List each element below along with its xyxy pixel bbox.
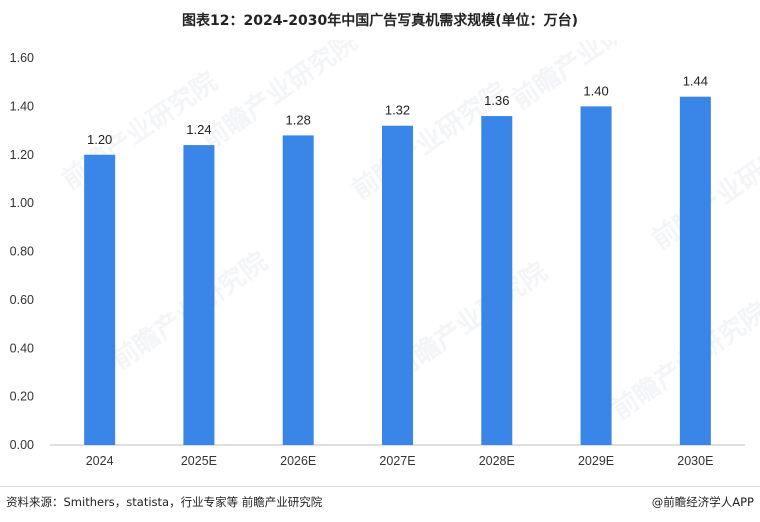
y-tick-label: 1.00 — [10, 196, 34, 210]
watermark-text: 前瞻产业研究院 — [196, 40, 363, 156]
x-tick-label: 2029E — [578, 454, 614, 468]
data-label: 1.36 — [484, 93, 509, 108]
data-label: 1.32 — [385, 103, 410, 118]
x-tick-label: 2027E — [379, 454, 415, 468]
bar-2024 — [84, 154, 116, 445]
bars-layer — [84, 96, 711, 446]
data-label: 1.40 — [583, 83, 608, 98]
footer: 资料来源：Smithers，statista，行业专家等 前瞻产业研究院 @前瞻… — [6, 494, 754, 514]
bar-2029E — [580, 106, 612, 445]
y-tick-label: 1.40 — [10, 99, 34, 113]
x-tick-label: 2024 — [86, 454, 114, 468]
watermark-text: 前瞻产业研究院 — [506, 40, 673, 116]
y-tick-label: 0.60 — [10, 293, 34, 307]
footer-divider — [0, 486, 760, 487]
data-label: 1.24 — [186, 122, 211, 137]
x-tick-label: 2026E — [280, 454, 316, 468]
y-tick-label: 1.20 — [10, 148, 34, 162]
y-tick-label: 0.40 — [10, 341, 34, 355]
bar-chart: 前瞻产业研究院前瞻产业研究院前瞻产业研究院前瞻产业研究院前瞻产业研究院前瞻产业研… — [10, 40, 760, 468]
source-note: 资料来源：Smithers，statista，行业专家等 前瞻产业研究院 — [6, 495, 323, 509]
y-tick-label: 1.60 — [10, 51, 34, 65]
data-label: 1.44 — [683, 74, 708, 89]
y-tick-label: 0.00 — [10, 438, 34, 452]
x-tick-label: 2025E — [181, 454, 217, 468]
x-tick-label: 2028E — [479, 454, 515, 468]
y-tick-label: 0.20 — [10, 390, 34, 404]
y-tick-label: 0.80 — [10, 245, 34, 259]
bar-2028E — [481, 116, 513, 446]
bar-2027E — [382, 125, 413, 445]
x-tick-label: 2030E — [677, 454, 713, 468]
data-label: 1.20 — [87, 132, 112, 147]
bar-2025E — [183, 145, 215, 445]
labels-layer: 1.20 2024 1.24 2025E 1.28 2026E 1.32 2027E 1.36 2… — [86, 74, 714, 468]
bar-2026E — [282, 135, 314, 445]
chart-title: 图表12：2024-2030年中国广告写真机需求规模(单位：万台) — [181, 13, 579, 29]
bar-2030E — [679, 96, 711, 445]
brand-note: @前瞻经济学人APP — [651, 495, 754, 509]
data-label: 1.28 — [286, 112, 311, 127]
